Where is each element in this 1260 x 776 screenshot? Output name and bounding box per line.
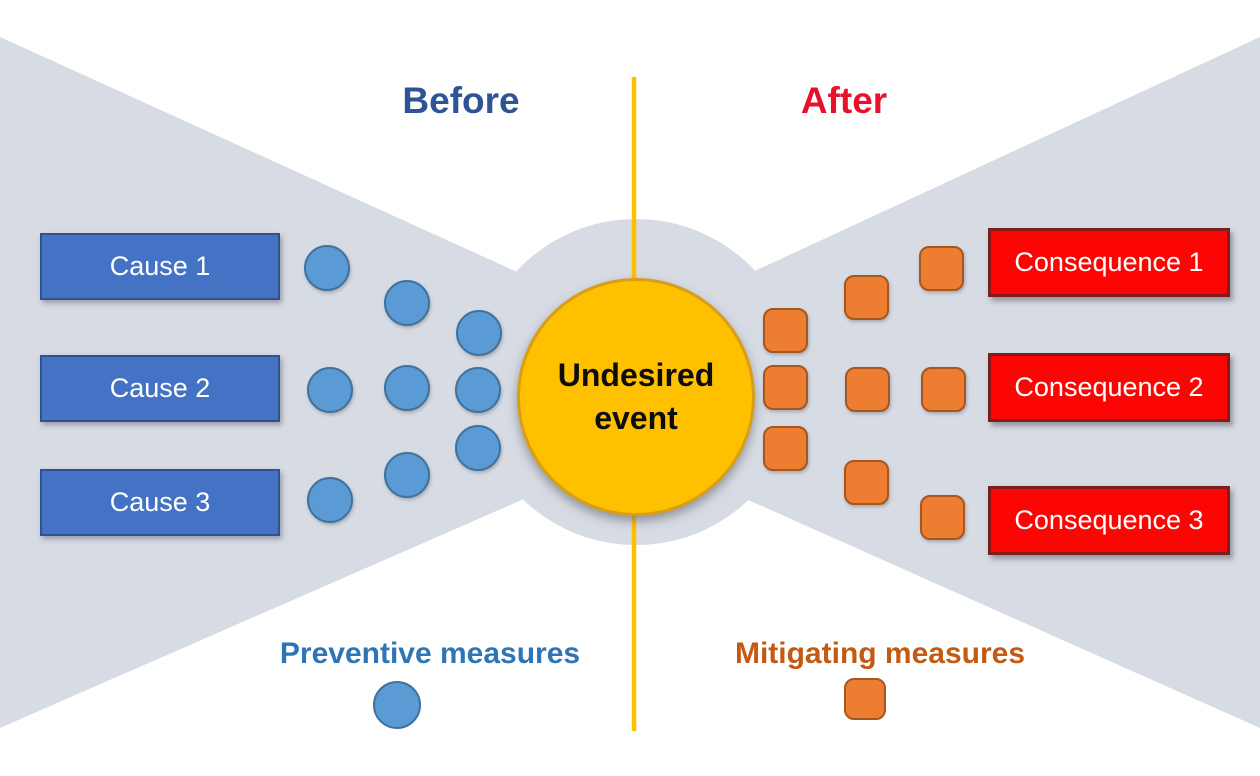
mitigating-barrier-icon <box>843 459 889 505</box>
preventive-barrier-icon <box>455 425 501 471</box>
mitigating-barrier-icon <box>844 366 890 412</box>
undesired-event-circle: Undesired event <box>517 278 755 516</box>
preventive-measure-icon <box>373 681 421 729</box>
cause-2-box: Cause 2 <box>40 355 280 422</box>
consequence-3-label: Consequence 3 <box>1014 505 1204 535</box>
undesired-event-label: Undesired event <box>557 356 715 436</box>
consequence-1-label: Consequence 1 <box>1014 247 1204 277</box>
cause-3-label: Cause 3 <box>109 487 211 517</box>
mitigating-measure-icon <box>844 678 886 720</box>
mitigating-measures-label: Mitigating measures <box>734 637 1026 670</box>
mitigating-barrier-icon <box>762 425 808 471</box>
mitigating-barrier-icon <box>918 245 964 291</box>
mitigating-barrier-icon <box>919 494 965 540</box>
mitigating-barrier-icon <box>843 274 889 320</box>
cause-2-label: Cause 2 <box>109 373 211 403</box>
preventive-barrier-icon <box>304 245 350 291</box>
consequence-1-box: Consequence 1 <box>988 228 1230 297</box>
preventive-barrier-icon <box>455 367 501 413</box>
cause-1-label: Cause 1 <box>109 251 211 281</box>
consequence-2-box: Consequence 2 <box>988 353 1230 422</box>
cause-1-box: Cause 1 <box>40 233 280 300</box>
mitigating-barrier-icon <box>762 307 808 353</box>
mitigating-barrier-icon <box>762 364 808 410</box>
preventive-barrier-icon <box>456 310 502 356</box>
preventive-barrier-icon <box>307 367 353 413</box>
consequence-3-box: Consequence 3 <box>988 486 1230 555</box>
cause-3-box: Cause 3 <box>40 469 280 536</box>
preventive-barrier-icon <box>384 365 430 411</box>
before-title: Before <box>402 80 520 121</box>
preventive-barrier-icon <box>307 477 353 523</box>
consequence-2-label: Consequence 2 <box>1014 372 1204 402</box>
mitigating-barrier-icon <box>920 366 966 412</box>
after-title: After <box>800 80 888 121</box>
preventive-barrier-icon <box>384 280 430 326</box>
preventive-measures-label: Preventive measures <box>279 637 581 670</box>
preventive-barrier-icon <box>384 452 430 498</box>
